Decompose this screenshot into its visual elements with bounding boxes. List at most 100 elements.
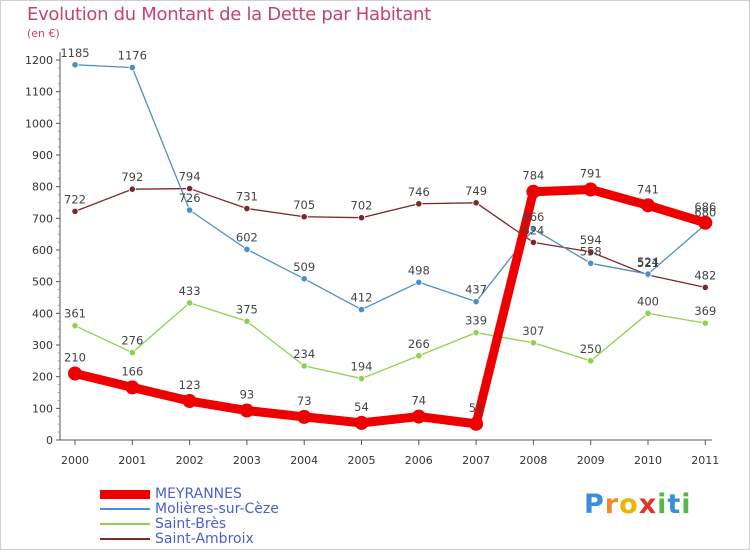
data-label: 726 [179, 191, 201, 205]
data-label: 437 [465, 283, 487, 297]
y-tick-label: 100 [32, 402, 53, 415]
logo-letter: i [657, 489, 668, 520]
data-label: 498 [408, 263, 430, 277]
x-tick-label: 2011 [691, 454, 719, 467]
x-tick-label: 2000 [61, 454, 89, 467]
data-point [357, 305, 366, 314]
data-point [300, 362, 308, 370]
data-label: 746 [408, 185, 430, 199]
data-label: 791 [580, 167, 602, 181]
data-label: 624 [522, 223, 544, 237]
data-point [587, 357, 595, 365]
data-point [644, 270, 652, 278]
data-label: 123 [179, 378, 201, 392]
data-label: 686 [694, 200, 716, 214]
data-point [415, 278, 423, 286]
y-tick-label: 400 [32, 307, 53, 320]
data-point [411, 409, 426, 424]
series-moli-res-sur-c-ze [71, 61, 709, 314]
legend-label: Molières-sur-Cèze [155, 501, 279, 517]
series-saint-br-s [71, 299, 709, 383]
data-point [415, 200, 423, 208]
y-tick-label: 200 [32, 371, 53, 384]
y-tick-label: 500 [32, 276, 53, 289]
y-tick-label: 600 [32, 244, 53, 257]
data-point [125, 380, 140, 395]
x-tick-label: 2005 [348, 454, 376, 467]
legend-label: MEYRANNES [155, 486, 242, 502]
y-tick-label: 700 [32, 212, 53, 225]
data-label: 784 [522, 169, 544, 183]
logo-letter: x [638, 489, 658, 520]
x-tick-label: 2007 [462, 454, 490, 467]
x-tick-label: 2002 [176, 454, 204, 467]
data-point [529, 238, 538, 246]
legend-label: Saint-Ambroix [155, 531, 254, 547]
series-line [70, 185, 710, 429]
data-point [300, 275, 308, 283]
data-point [701, 283, 709, 291]
x-tick-label: 2004 [290, 454, 318, 467]
data-label: 602 [236, 230, 258, 244]
data-point [354, 415, 369, 430]
data-label: 166 [121, 364, 143, 378]
data-label: 339 [465, 314, 487, 328]
legend-swatch [100, 508, 150, 510]
series-line [74, 302, 706, 380]
data-point [128, 64, 136, 72]
data-point [243, 245, 251, 253]
data-label: 521 [637, 256, 659, 270]
data-point [182, 394, 197, 409]
data-point [698, 215, 713, 230]
data-label: 1176 [118, 49, 147, 63]
y-tick-label: 0 [46, 434, 53, 447]
data-label: 266 [408, 337, 430, 351]
data-label: 722 [64, 192, 86, 206]
data-point [243, 317, 251, 325]
data-label: 509 [293, 260, 315, 274]
logo-letter: o [619, 489, 639, 520]
data-point [472, 329, 480, 337]
data-label: 276 [121, 334, 143, 348]
data-point [186, 184, 194, 193]
data-point [587, 248, 595, 256]
x-tick-label: 2001 [118, 454, 146, 467]
y-tick-label: 1000 [25, 117, 53, 130]
series-line [74, 187, 706, 289]
data-label: 54 [354, 400, 369, 414]
data-point [641, 198, 655, 213]
data-label: 792 [121, 170, 143, 184]
data-label: 194 [351, 360, 373, 374]
data-label: 412 [351, 291, 373, 305]
data-label: 702 [351, 199, 373, 213]
data-label: 400 [637, 294, 659, 308]
data-point [71, 207, 79, 215]
legend-swatch [100, 538, 150, 540]
data-label: 794 [179, 170, 201, 184]
data-label: 375 [236, 302, 258, 316]
chart-subtitle: (en €) [27, 27, 60, 40]
data-label: 250 [580, 342, 602, 356]
data-label: 558 [580, 244, 602, 258]
data-point [469, 416, 484, 431]
logo-letter: t [667, 489, 682, 520]
logo-letter: r [604, 489, 620, 520]
chart-title: Evolution du Montant de la Dette par Hab… [27, 4, 431, 25]
data-label: 234 [293, 347, 315, 361]
data-point [243, 204, 251, 213]
logo-letter: i [681, 489, 692, 520]
data-point [472, 298, 480, 306]
data-label: 51 [469, 401, 484, 415]
data-label: 1185 [60, 46, 89, 60]
data-point [415, 352, 423, 360]
data-label: 731 [236, 190, 258, 204]
legend-label: Saint-Brès [155, 516, 227, 532]
y-tick-label: 800 [32, 181, 53, 194]
data-point [71, 61, 79, 69]
series-saint-ambroix [71, 184, 709, 291]
series-line [74, 64, 706, 311]
logo-letter: P [584, 489, 605, 520]
data-point [644, 309, 652, 317]
data-point [583, 182, 598, 197]
